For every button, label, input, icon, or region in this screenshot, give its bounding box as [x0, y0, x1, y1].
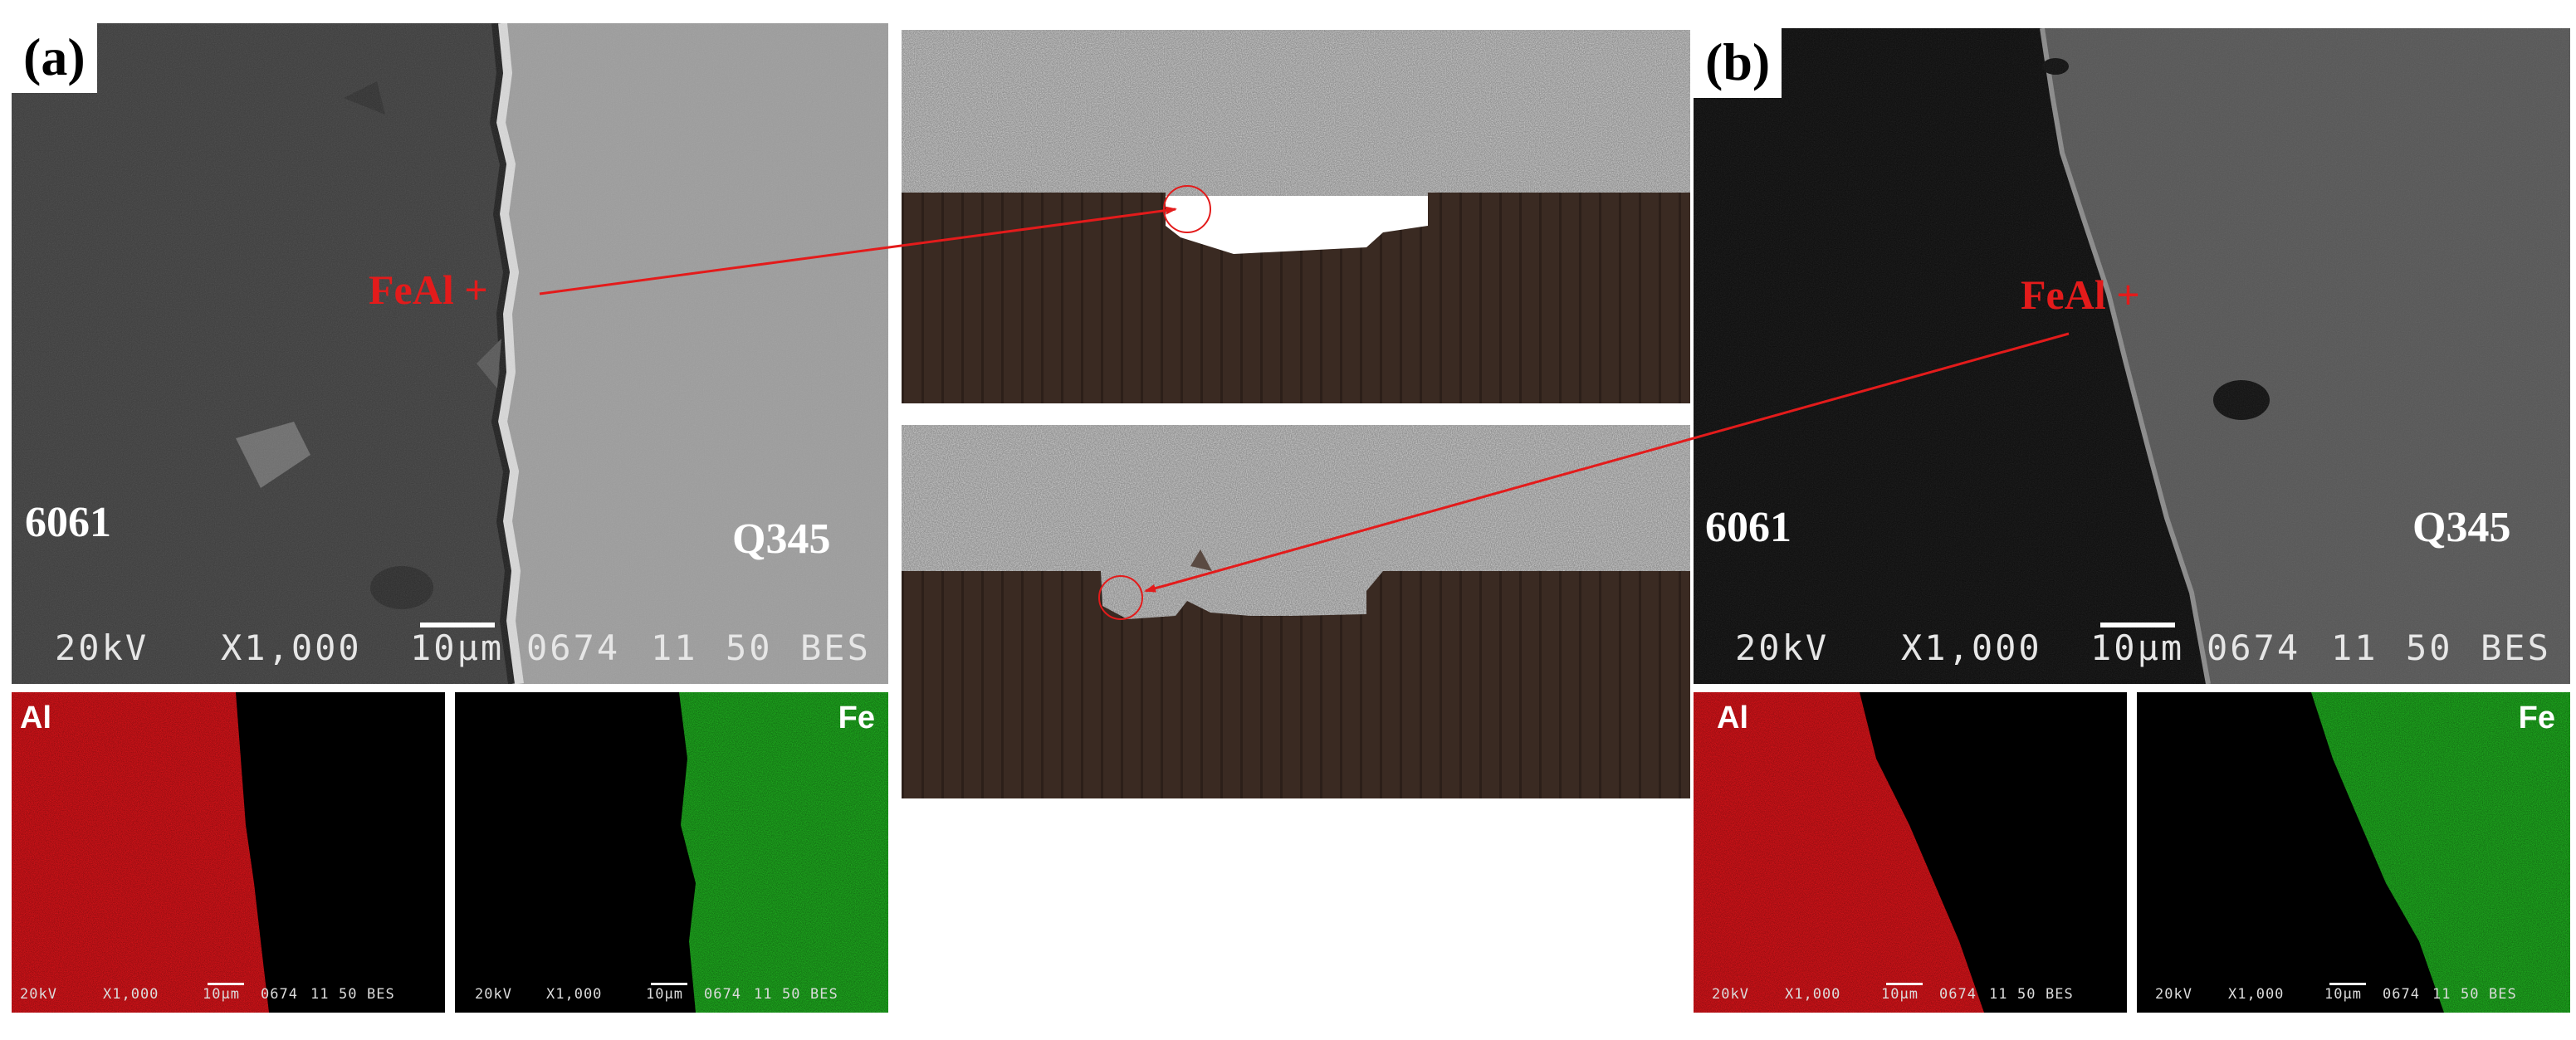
feal-label-a: FeAl + — [369, 266, 488, 313]
al-map-texture — [12, 692, 269, 1013]
fe-map-texture — [2311, 692, 2570, 1013]
map-mode: BES — [2489, 986, 2517, 1003]
eds-map-fe-a: Fe 20kV X1,000 10μm 0674 11 50 BES — [455, 692, 888, 1013]
map-scale-bar — [651, 983, 687, 985]
map-mag: X1,000 — [103, 986, 159, 1003]
material-label-left: 6061 — [25, 499, 111, 546]
map-n2: 50 — [339, 986, 358, 1003]
map-mag: X1,000 — [1785, 986, 1841, 1003]
map-scale-text: 10μm — [646, 986, 683, 1003]
optical-micrograph-bottom — [902, 425, 1690, 798]
map-mag: X1,000 — [546, 986, 603, 1003]
map-code: 0674 — [1939, 986, 1977, 1003]
sem-image-b: 6061 Q345 20kV X1,000 10μm 0674 11 50 BE… — [1694, 28, 2570, 684]
sem-mag: X1,000 — [1901, 627, 2042, 668]
sem-image-a-texture — [12, 23, 888, 684]
map-scale-bar — [2329, 983, 2366, 985]
sem-info-bar: 20kV X1,000 10μm 0674 11 50 BES — [1694, 623, 2570, 672]
panel-tag-b: (b) — [1694, 28, 1782, 98]
map-mag: X1,000 — [2228, 986, 2285, 1003]
feal-label-b: FeAl + — [2021, 271, 2140, 318]
eds-map-al-b: Al 20kV X1,000 10μm 0674 11 50 BES — [1694, 692, 2127, 1013]
material-label-right: Q345 — [732, 515, 831, 563]
sem-n2: 50 — [726, 627, 773, 668]
om-top-texture — [902, 30, 1690, 403]
sem-scale-bar — [2100, 623, 2175, 627]
map-info-bar: 20kV X1,000 10μm 0674 11 50 BES — [1694, 983, 2127, 1006]
sem-n1: 11 — [651, 627, 698, 668]
sem-scale-bar — [420, 623, 495, 627]
map-code: 0674 — [704, 986, 741, 1003]
element-label-al: Al — [20, 701, 51, 735]
map-info-bar: 20kV X1,000 10μm 0674 11 50 BES — [455, 983, 888, 1006]
sem-n1: 11 — [2331, 627, 2378, 668]
sem-code: 0674 — [2207, 627, 2301, 668]
map-scale-bar — [1886, 983, 1923, 985]
sem-image-a: 6061 Q345 20kV X1,000 10μm 0674 11 50 BE… — [12, 23, 888, 684]
sem-mode: BES — [2481, 627, 2551, 668]
map-code: 0674 — [2383, 986, 2420, 1003]
map-scale-text: 10μm — [203, 986, 240, 1003]
eds-map-al-a: Al 20kV X1,000 10μm 0674 11 50 BES — [12, 692, 445, 1013]
fe-map-texture — [679, 692, 888, 1013]
sem-info-bar: 20kV X1,000 10μm 0674 11 50 BES — [12, 623, 888, 672]
sem-kv: 20kV — [55, 627, 149, 668]
map-n2: 50 — [2017, 986, 2036, 1003]
map-info-bar: 20kV X1,000 10μm 0674 11 50 BES — [12, 983, 445, 1006]
map-kv: 20kV — [2155, 986, 2192, 1003]
feal-text: FeAl — [2021, 271, 2106, 318]
element-label-al: Al — [1717, 701, 1748, 735]
element-label-fe: Fe — [2518, 701, 2555, 735]
map-kv: 20kV — [1712, 986, 1749, 1003]
sem-image-b-texture — [1694, 28, 2570, 684]
eds-map-fe-b: Fe 20kV X1,000 10μm 0674 11 50 BES — [2137, 692, 2570, 1013]
sem-kv: 20kV — [1735, 627, 1830, 668]
map-scale-text: 10μm — [2324, 986, 2362, 1003]
map-n2: 50 — [782, 986, 801, 1003]
material-label-right: Q345 — [2412, 504, 2511, 551]
element-label-fe: Fe — [838, 701, 875, 735]
map-info-bar: 20kV X1,000 10μm 0674 11 50 BES — [2137, 983, 2570, 1006]
sem-scale-text: 10μm — [410, 627, 505, 668]
map-n1: 11 — [2432, 986, 2451, 1003]
om-bottom-texture — [902, 425, 1690, 798]
sem-mag: X1,000 — [221, 627, 362, 668]
map-mode: BES — [810, 986, 838, 1003]
map-scale-bar — [208, 983, 244, 985]
map-kv: 20kV — [20, 986, 57, 1003]
feal-text: FeAl — [369, 266, 454, 313]
panel-tag-a: (a) — [12, 23, 97, 93]
map-n2: 50 — [2461, 986, 2480, 1003]
map-n1: 11 — [310, 986, 330, 1003]
map-n1: 11 — [754, 986, 773, 1003]
al-map-texture — [1694, 692, 1984, 1013]
map-mode: BES — [2046, 986, 2074, 1003]
sem-scale-text: 10μm — [2090, 627, 2185, 668]
optical-micrograph-top — [902, 30, 1690, 403]
sem-code: 0674 — [526, 627, 621, 668]
map-code: 0674 — [261, 986, 298, 1003]
map-n1: 11 — [1989, 986, 2008, 1003]
sem-n2: 50 — [2406, 627, 2453, 668]
map-mode: BES — [367, 986, 395, 1003]
material-label-left: 6061 — [1705, 504, 1791, 551]
map-scale-text: 10μm — [1881, 986, 1919, 1003]
map-kv: 20kV — [475, 986, 512, 1003]
sem-mode: BES — [800, 627, 871, 668]
